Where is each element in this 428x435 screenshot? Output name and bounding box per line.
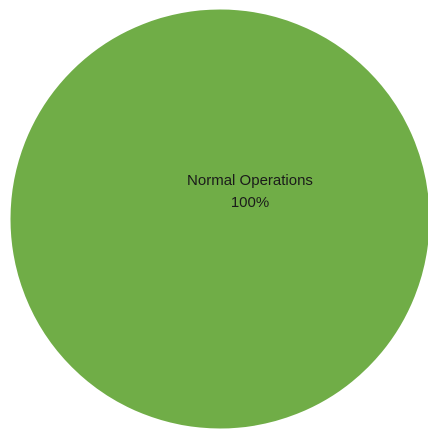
data-label-category: Normal Operations bbox=[187, 172, 313, 189]
pie-slice-normal-operations bbox=[9, 8, 428, 430]
pie-data-labels: Normal Operations 100% bbox=[187, 172, 313, 211]
data-label-value: 100% bbox=[231, 194, 269, 211]
pie-slices bbox=[9, 8, 428, 430]
